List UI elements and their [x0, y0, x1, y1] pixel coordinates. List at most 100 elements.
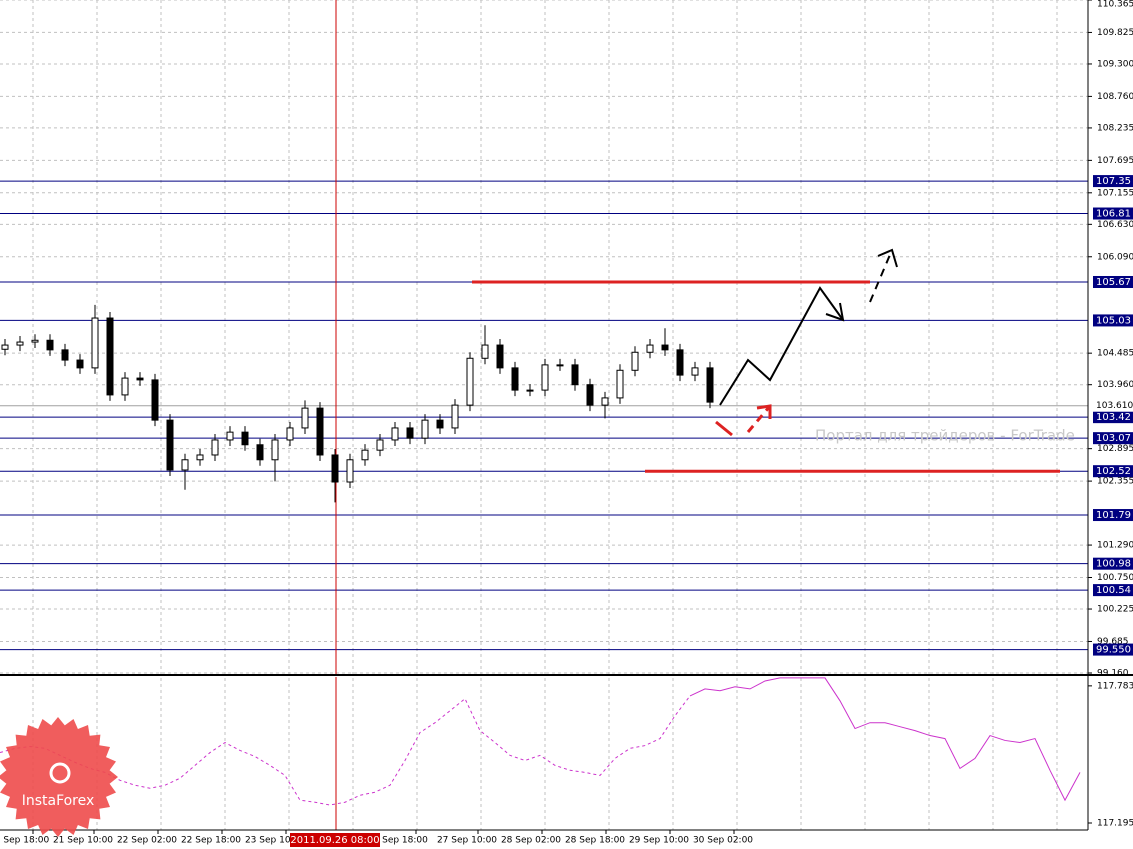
- candle-body: [406, 427, 414, 439]
- candle-body: [601, 397, 609, 406]
- x-tick-label: 22 Sep 18:00: [181, 836, 241, 846]
- candle-body: [646, 344, 654, 353]
- candle-body: [391, 427, 399, 441]
- candle-body: [496, 344, 504, 369]
- level-label-box: [1093, 509, 1133, 522]
- candle-body: [211, 439, 219, 456]
- alt-path: [746, 405, 772, 433]
- x-tick-label: Sep 18:00: [382, 836, 428, 846]
- indicator-line: [689, 677, 1081, 802]
- candle-body: [301, 407, 309, 429]
- logo-badge: [0, 717, 118, 837]
- forecast-dashed: [869, 249, 893, 303]
- logo: InstaForex: [0, 717, 118, 837]
- x-tick-label: 9 Sep 18:00: [0, 836, 49, 846]
- candle-body: [16, 341, 24, 346]
- watermark: Портал для трейдеров - ForTrade: [815, 427, 1075, 445]
- candle-body: [316, 407, 324, 456]
- level-label: 107.35: [1096, 176, 1131, 187]
- logo-text: InstaForex: [22, 793, 95, 809]
- y-tick-label: 109.825: [1097, 28, 1133, 38]
- grid: [0, 0, 1088, 830]
- axes: [0, 0, 1133, 831]
- level-label-box: [1093, 275, 1133, 288]
- candle-body: [346, 459, 354, 483]
- candle-body: [166, 419, 174, 471]
- alt-path: [715, 420, 733, 437]
- x-tick-label: 28 Sep 18:00: [565, 836, 625, 846]
- y-tick-label: 108.760: [1097, 92, 1133, 102]
- price-pane: [0, 0, 1088, 674]
- arrow-head: [825, 302, 845, 322]
- y-tick-label: 99.160: [1097, 669, 1129, 679]
- level-label: 102.52: [1096, 466, 1131, 477]
- y-tick-label: 104.485: [1097, 349, 1133, 359]
- level-label: 106.81: [1096, 209, 1131, 220]
- candle-body: [616, 369, 624, 399]
- level-label-box: [1093, 432, 1133, 445]
- candle-body: [196, 454, 204, 461]
- candle-body: [631, 351, 639, 371]
- y-tick-label: 106.630: [1097, 220, 1133, 230]
- candle-body: [361, 449, 369, 461]
- arrow-head: [877, 248, 898, 268]
- y-tick-label: 100.225: [1097, 605, 1133, 615]
- y-tick-label: 102.895: [1097, 444, 1133, 454]
- candle-body: [271, 439, 279, 461]
- candle-body: [541, 364, 549, 391]
- arrow-head: [756, 404, 772, 419]
- candle-body: [526, 389, 534, 392]
- y-tick-label: 109.300: [1097, 59, 1133, 69]
- candle-body: [466, 357, 474, 406]
- level-label: 99.550: [1096, 645, 1131, 656]
- level-label: 105.03: [1096, 315, 1131, 326]
- candle-body: [181, 459, 189, 471]
- level-label-box: [1093, 175, 1133, 188]
- x-tick-label: 22 Sep 02:00: [117, 836, 177, 846]
- y-tick-label: 108.235: [1097, 123, 1133, 133]
- level-label-box: [1093, 314, 1133, 327]
- candle-body: [226, 431, 234, 441]
- candle-body: [421, 419, 429, 439]
- level-label: 103.07: [1096, 433, 1131, 444]
- candle-body: [481, 344, 489, 359]
- y-tick-label: 100.750: [1097, 573, 1133, 583]
- candle-body: [571, 364, 579, 386]
- candle-body: [286, 427, 294, 441]
- x-tick-label: 21 Sep 10:00: [53, 836, 113, 846]
- candle-body: [151, 379, 159, 421]
- candle-body: [31, 339, 39, 343]
- y-tick-label: 99.685: [1097, 637, 1129, 647]
- candle-body: [376, 439, 384, 451]
- candle-body: [556, 364, 564, 367]
- level-label-box: [1093, 411, 1133, 424]
- candle-body: [586, 384, 594, 406]
- y-tick-label: 101.290: [1097, 541, 1133, 551]
- candle-body: [511, 367, 519, 391]
- candle-body: [106, 317, 114, 396]
- y-tick-label: 110.365: [1097, 0, 1133, 10]
- cursor-time-box: [290, 833, 380, 847]
- indicator-tick-label: 117.783: [1097, 681, 1133, 691]
- candle-body: [691, 367, 699, 376]
- candle-body: [676, 349, 684, 376]
- level-label-box: [1093, 465, 1133, 478]
- candle-body: [76, 359, 84, 369]
- level-label: 100.98: [1096, 559, 1131, 570]
- candle-body: [661, 344, 669, 351]
- forecast-path: [719, 286, 844, 406]
- x-tick-label: 27 Sep 10:00: [437, 836, 497, 846]
- candle-body: [256, 444, 264, 461]
- level-label: 105.67: [1096, 277, 1131, 288]
- x-tick-label: 29 Sep 10:00: [629, 836, 689, 846]
- candle-body: [331, 454, 339, 483]
- cursor-time-label: 2011.09.26 08:00: [290, 835, 379, 846]
- candle-body: [136, 377, 144, 381]
- current-price-box: [1093, 399, 1133, 412]
- level-label-box: [1093, 584, 1133, 597]
- y-tick-label: 106.090: [1097, 252, 1133, 262]
- candle-body: [1, 344, 9, 350]
- candle-body: [706, 367, 714, 403]
- logo-icon: [49, 762, 71, 784]
